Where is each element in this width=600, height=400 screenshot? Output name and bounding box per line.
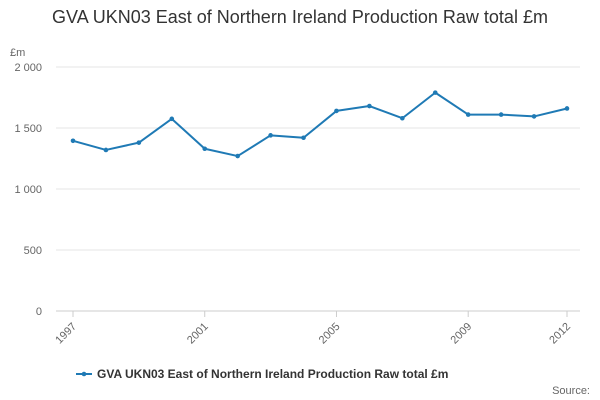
source-label: Source:	[552, 385, 590, 397]
legend-label: GVA UKN03 East of Northern Ireland Produ…	[97, 367, 448, 381]
data-point	[70, 138, 76, 144]
data-point	[400, 115, 405, 121]
series-line	[72, 91, 568, 158]
data-point	[367, 103, 372, 109]
data-point	[202, 146, 208, 152]
y-tick-label: 1 500	[14, 123, 42, 135]
x-tick-label: 1997	[53, 321, 79, 347]
legend-swatch-marker	[81, 371, 87, 377]
data-point	[103, 147, 109, 153]
y-tick-label: 2 000	[14, 62, 42, 74]
data-point	[432, 90, 438, 95]
data-point	[235, 153, 240, 159]
y-tick-label: 0	[36, 306, 42, 318]
y-tick-label: 1 000	[14, 184, 42, 196]
chart-title: GVA UKN03 East of Northern Ireland Produ…	[52, 7, 548, 27]
data-point	[169, 116, 175, 122]
x-tick-label: 2001	[185, 321, 211, 347]
y-axis-unit-label: £m	[10, 47, 25, 59]
data-point	[334, 108, 339, 114]
data-point	[268, 133, 273, 138]
data-point	[531, 114, 537, 119]
data-point	[136, 140, 142, 145]
data-point	[465, 112, 471, 117]
data-point	[498, 112, 504, 117]
x-tick-label: 2009	[449, 321, 475, 347]
x-tick-label: 2005	[317, 321, 343, 347]
data-point	[564, 106, 570, 111]
y-tick-label: 500	[24, 245, 42, 257]
data-point	[301, 135, 306, 141]
x-tick-label: 2012	[547, 321, 573, 347]
